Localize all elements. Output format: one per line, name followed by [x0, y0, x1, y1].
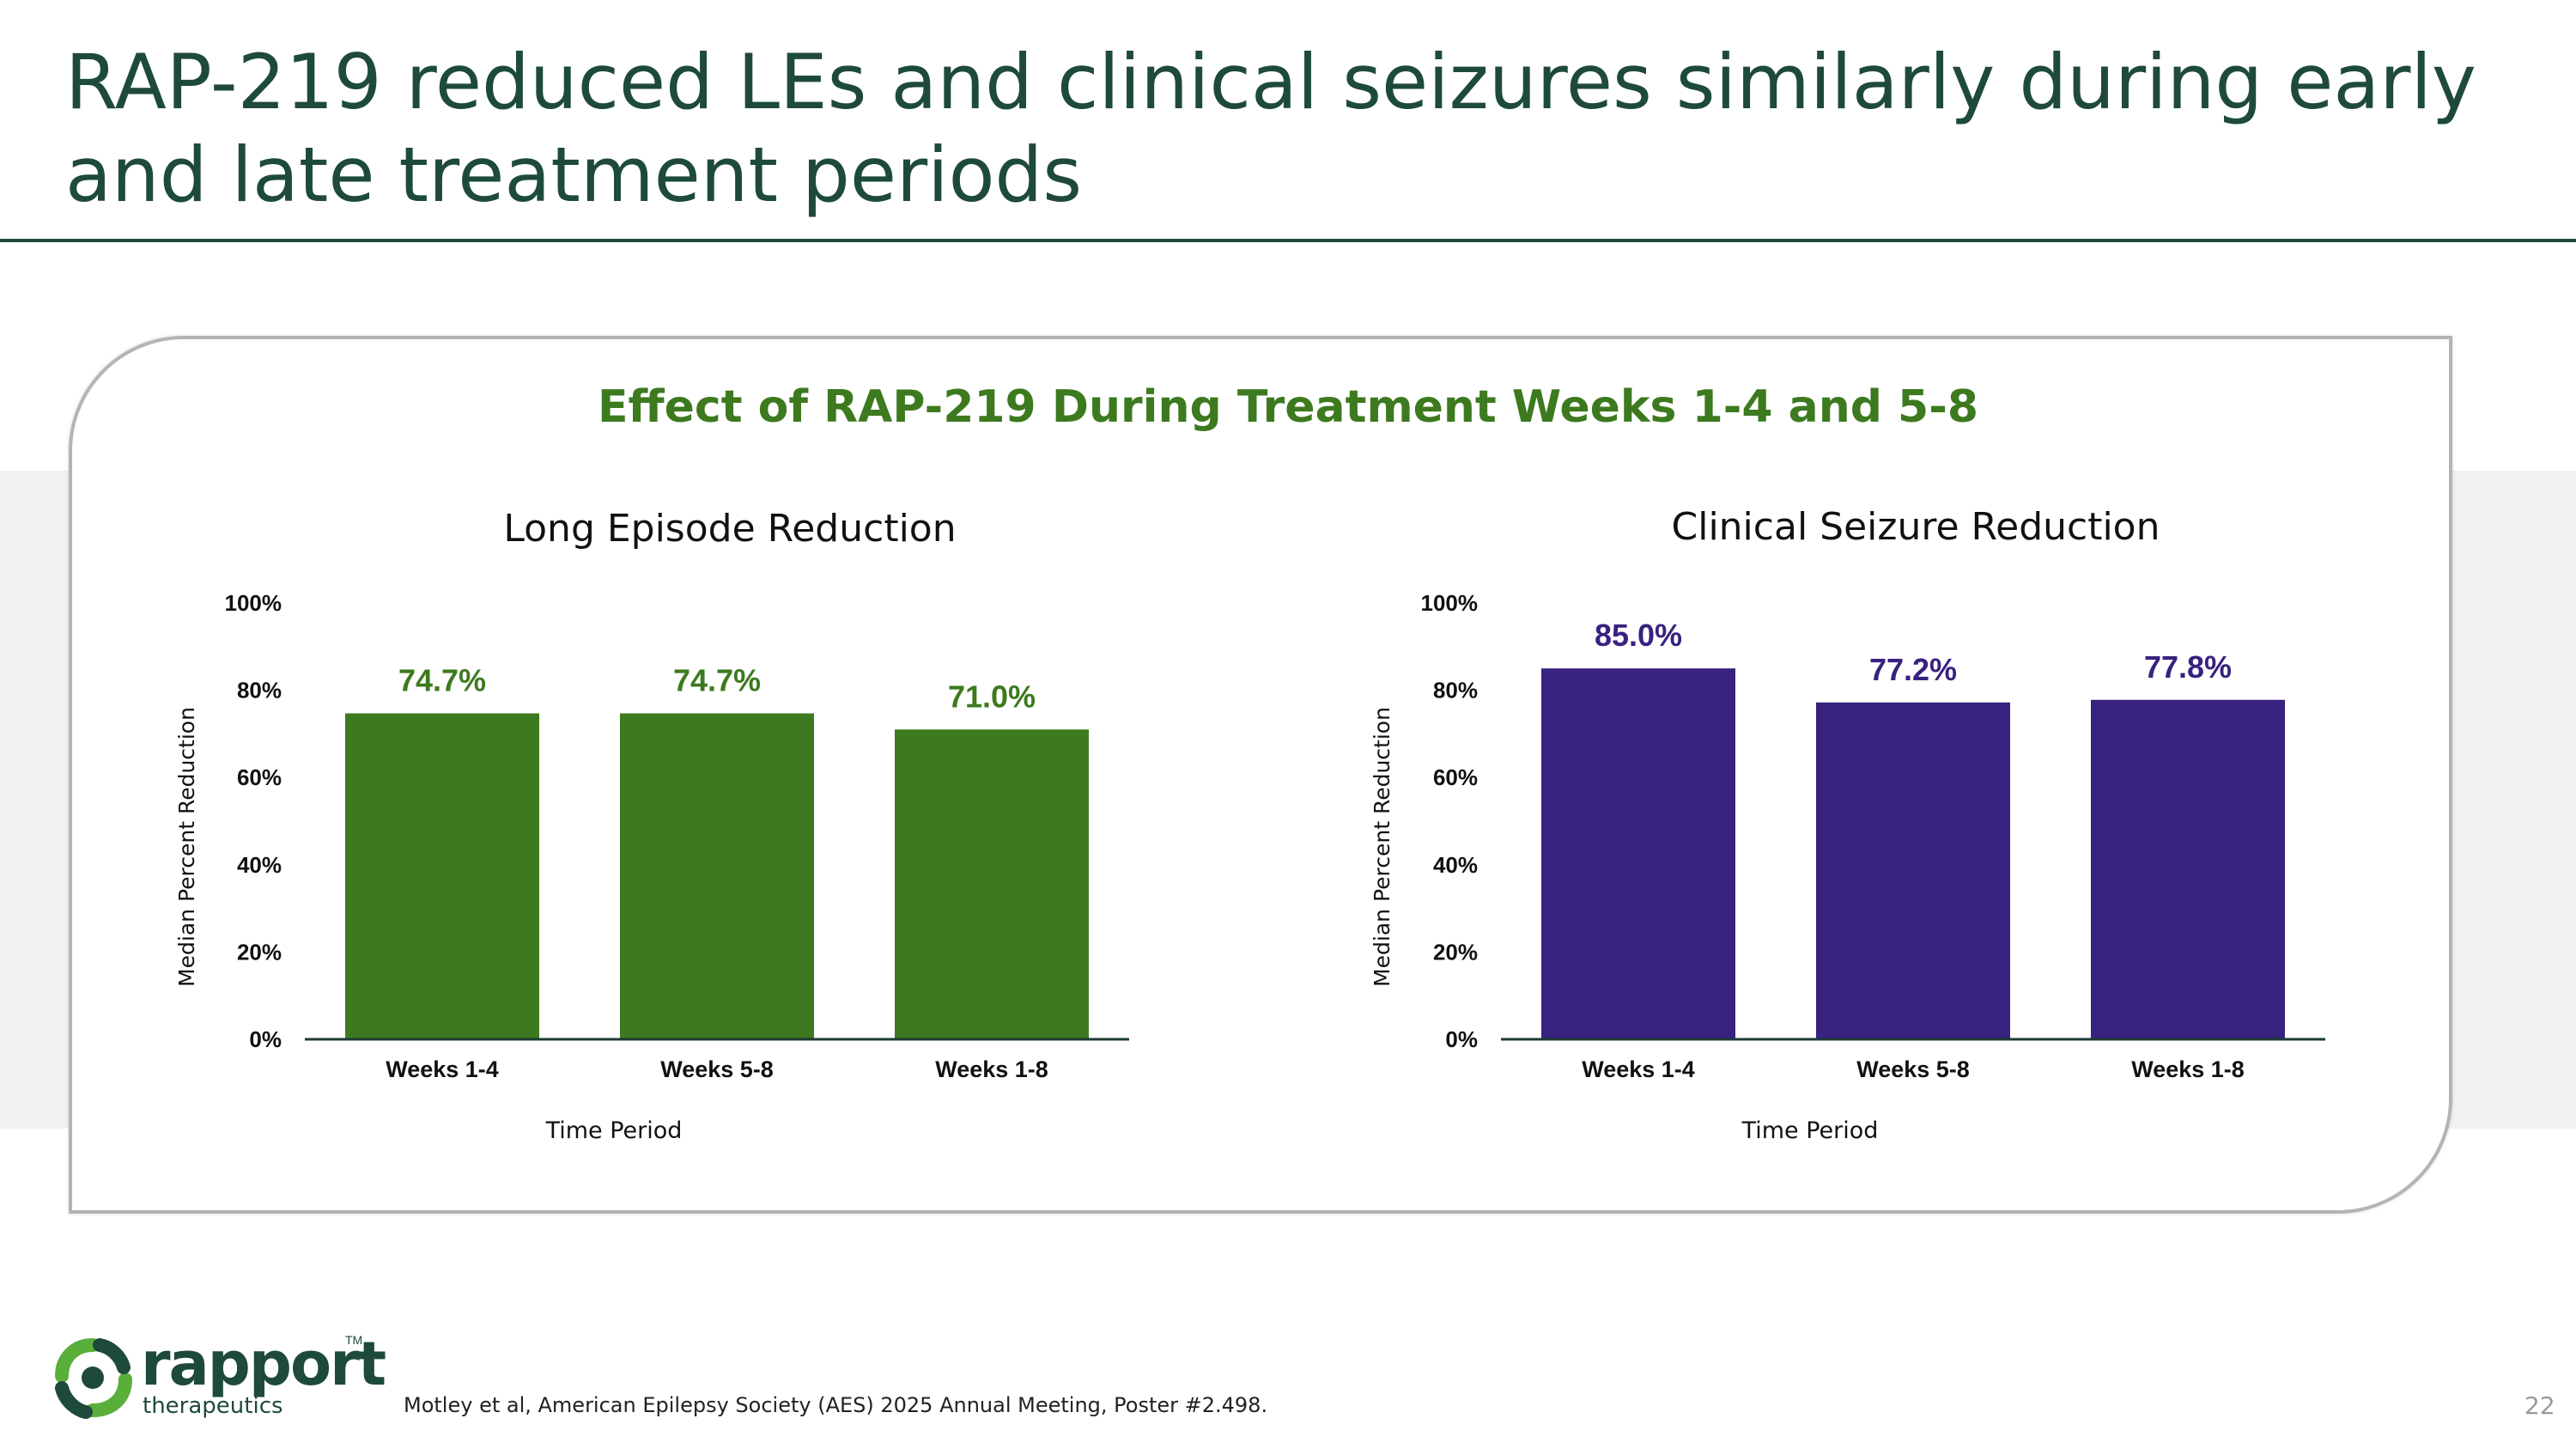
- le-y-axis-label: Median Percent Reduction: [174, 707, 199, 987]
- cs-bar-value-label: 85.0%: [1595, 618, 1682, 653]
- citation-footnote: Motley et al, American Epilepsy Society …: [404, 1393, 1268, 1417]
- le-y-tick-label: 20%: [237, 939, 282, 965]
- cs-y-tick-label: 100%: [1421, 590, 1479, 616]
- le-y-tick-label: 60%: [237, 764, 282, 790]
- cs-y-axis-label: Median Percent Reduction: [1370, 707, 1394, 987]
- le-y-tick-label: 100%: [225, 590, 283, 616]
- cs-bar-value-label: 77.2%: [1869, 652, 1957, 687]
- chart-title-clinical-seizure: Clinical Seizure Reduction: [1671, 505, 2160, 549]
- card-title: Effect of RAP-219 During Treatment Weeks…: [597, 381, 1978, 433]
- le-x-tick-label: Weeks 1-4: [386, 1056, 499, 1082]
- cs-y-tick-label: 0%: [1445, 1026, 1478, 1052]
- cs-x-tick-label: Weeks 5-8: [1856, 1056, 1970, 1082]
- logo-trademark: TM: [345, 1333, 363, 1347]
- cs-y-tick-label: 20%: [1433, 939, 1478, 965]
- cs-y-tick-label: 40%: [1433, 852, 1478, 878]
- cs-bar-value-label: 77.8%: [2144, 649, 2232, 685]
- le-y-tick-label: 0%: [249, 1026, 282, 1052]
- cs-y-tick-label: 60%: [1433, 764, 1478, 790]
- le-bar-value-label: 71.0%: [948, 679, 1036, 714]
- rapport-logo-icon: [55, 1338, 132, 1419]
- le-bar-value-label: 74.7%: [673, 663, 761, 698]
- le-x-tick-label: Weeks 1-8: [935, 1056, 1048, 1082]
- cs-x-tick-label: Weeks 1-8: [2131, 1056, 2245, 1082]
- cs-x-tick-label: Weeks 1-4: [1582, 1056, 1695, 1082]
- cs-bar: [2091, 699, 2285, 1039]
- cs-x-axis-label: Time Period: [1741, 1117, 1879, 1144]
- logo-tagline: therapeutics: [143, 1393, 283, 1419]
- le-x-tick-label: Weeks 5-8: [660, 1056, 774, 1082]
- le-bar: [895, 729, 1089, 1039]
- chart-title-long-episode: Long Episode Reduction: [503, 507, 957, 551]
- le-y-tick-label: 80%: [237, 678, 282, 703]
- le-bar-value-label: 74.7%: [398, 663, 486, 698]
- le-bar: [345, 713, 539, 1039]
- le-y-tick-label: 40%: [237, 852, 282, 878]
- rapport-logo: rapport TM therapeutics: [48, 1331, 386, 1426]
- slide-title: RAP-219 reduced LEs and clinical seizure…: [65, 38, 2476, 219]
- page-number: 22: [2524, 1391, 2555, 1420]
- le-x-axis-label: Time Period: [545, 1117, 683, 1144]
- le-bar: [620, 713, 814, 1039]
- cs-bar: [1541, 668, 1735, 1039]
- logo-wordmark: rapport: [141, 1329, 386, 1399]
- title-divider: [0, 239, 2576, 242]
- cs-bar: [1816, 702, 2010, 1039]
- cs-y-tick-label: 80%: [1433, 678, 1478, 703]
